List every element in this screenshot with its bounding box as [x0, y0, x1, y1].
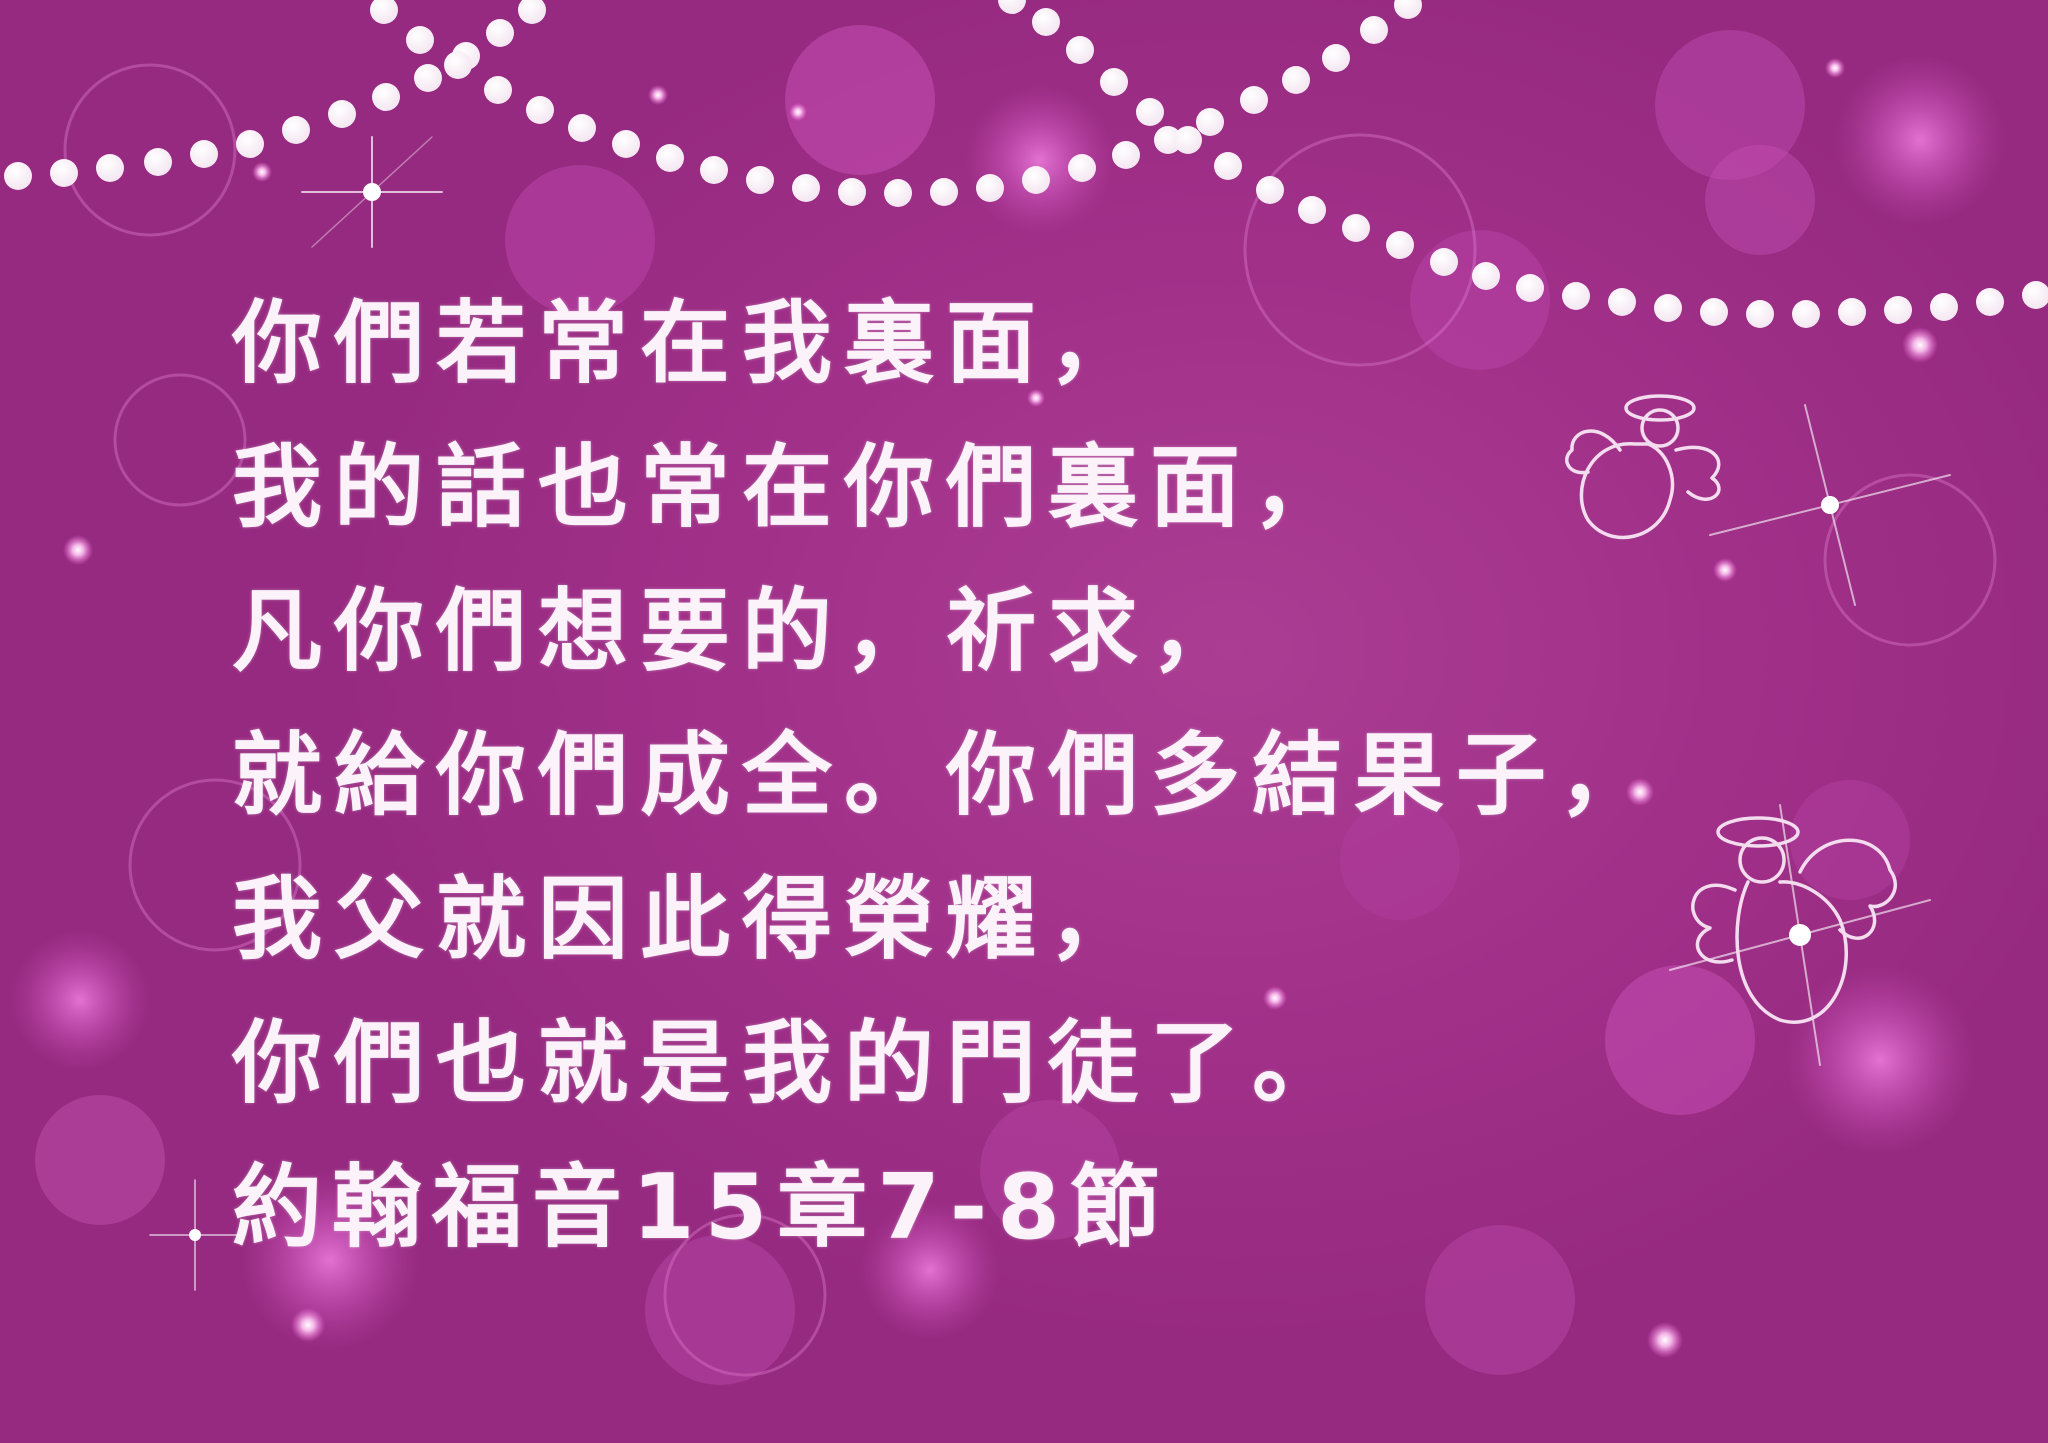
- verse-line-2: 我的話也常在你們裏面，: [232, 435, 1354, 540]
- pearl-strand-b: [370, 0, 1422, 207]
- verse-line-3: 凡你們想要的，祈求，: [232, 579, 1252, 684]
- verse-reference: 約翰福音15章7-8節: [232, 1155, 1170, 1260]
- bokeh-rings: [63, 63, 1997, 1377]
- pearl-strand-c: [998, 0, 2048, 328]
- angel-outline: [1565, 394, 1721, 540]
- verse-line-4: 就給你們成全。你們多結果子，: [232, 723, 1660, 828]
- star-sparkle: [149, 136, 1951, 1291]
- pearl-strand-a: [4, 0, 546, 190]
- verse-line-6: 你們也就是我的門徒了。: [232, 1011, 1354, 1116]
- angel-outline: [1691, 816, 1897, 1024]
- verse-line-1: 你們若常在我裏面，: [232, 291, 1150, 396]
- verse-line-5: 我父就因此得榮耀，: [232, 867, 1150, 972]
- bokeh-glows: [10, 25, 2005, 1385]
- verse-text-block: 你們若常在我裏面， 我的話也常在你們裏面， 凡你們想要的，祈求， 就給你們成全。…: [232, 272, 1660, 1280]
- pearl-garland: [4, 0, 2048, 328]
- sparkle-dots: [63, 58, 1938, 1358]
